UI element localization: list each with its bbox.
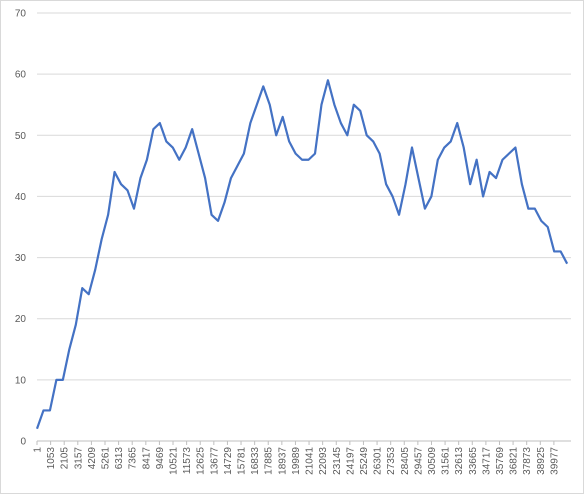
x-tick-label: 8417 — [141, 447, 152, 470]
x-tick-label: 33665 — [468, 447, 479, 475]
x-tick-label: 24197 — [345, 447, 356, 475]
x-tick-label: 17885 — [264, 447, 275, 475]
x-tick-label: 30509 — [427, 447, 438, 475]
x-tick-label: 28405 — [400, 447, 411, 475]
x-tick-label: 16833 — [250, 447, 261, 475]
x-tick-label: 23145 — [332, 447, 343, 475]
y-tick-label: 20 — [15, 314, 27, 325]
x-tick-label: 15781 — [237, 447, 248, 475]
y-tick-label: 30 — [15, 253, 27, 264]
x-tick-label: 21041 — [305, 447, 316, 475]
x-tick-label: 32613 — [454, 447, 465, 475]
y-tick-label: 50 — [15, 131, 27, 142]
x-tick-label: 18937 — [277, 447, 288, 475]
x-tick-label: 12625 — [196, 447, 207, 475]
y-tick-label: 0 — [20, 437, 26, 448]
x-tick-label: 26301 — [373, 447, 384, 475]
x-tick-label: 4209 — [87, 447, 98, 470]
x-tick-label: 25249 — [359, 447, 370, 475]
x-tick-label: 13677 — [209, 447, 220, 475]
x-tick-label: 3157 — [73, 447, 84, 470]
x-tick-label: 9469 — [155, 447, 166, 470]
x-tick-label: 27353 — [386, 447, 397, 475]
x-tick-label: 29457 — [413, 447, 424, 475]
x-tick-label: 2105 — [60, 447, 71, 470]
y-tick-label: 70 — [15, 9, 27, 20]
x-tick-label: 14729 — [223, 447, 234, 475]
x-tick-label: 11573 — [182, 447, 193, 475]
x-tick-label: 19989 — [291, 447, 302, 475]
x-tick-label: 31561 — [441, 447, 452, 475]
x-tick-label: 35769 — [495, 447, 506, 475]
x-tick-label: 1 — [33, 447, 44, 453]
x-tick-label: 7365 — [128, 447, 139, 470]
x-tick-label: 37873 — [522, 447, 533, 475]
x-tick-label: 38925 — [536, 447, 547, 475]
x-tick-label: 34717 — [481, 447, 492, 475]
x-tick-label: 39977 — [549, 447, 560, 475]
x-tick-label: 36821 — [509, 447, 520, 475]
x-tick-label: 1053 — [46, 447, 57, 470]
line-series — [35, 79, 569, 430]
x-tick-label: 5261 — [101, 447, 112, 470]
x-tick-label: 10521 — [169, 447, 180, 475]
x-tick-label: 6313 — [114, 447, 125, 470]
y-tick-label: 60 — [15, 70, 27, 81]
y-tick-label: 40 — [15, 192, 27, 203]
x-tick-label: 22093 — [318, 447, 329, 475]
y-tick-label: 10 — [15, 375, 27, 386]
